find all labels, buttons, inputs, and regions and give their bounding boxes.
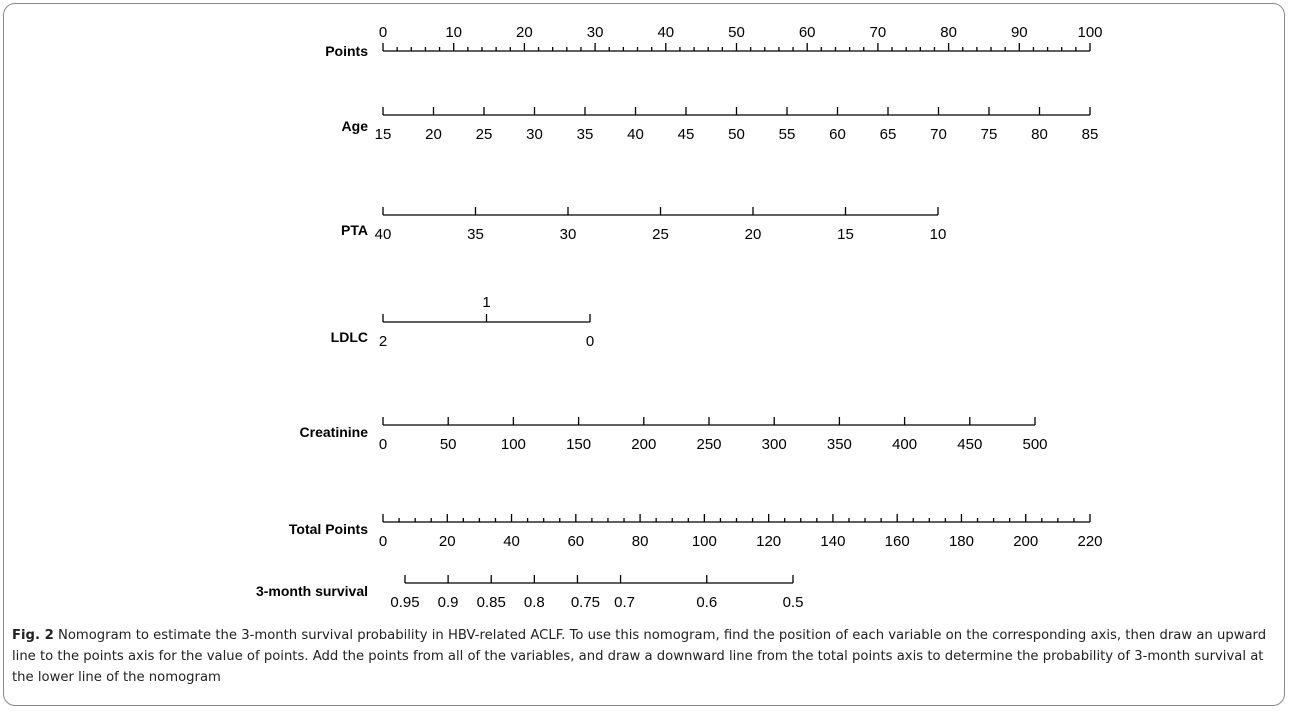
tick-label-creatinine-250: 250 [696, 436, 721, 453]
tick-label-total-points-100: 100 [692, 533, 717, 550]
tick-label-creatinine-150: 150 [566, 436, 591, 453]
tick-label-total-points-0: 0 [379, 533, 387, 550]
tick-label-pta-20: 20 [745, 226, 762, 243]
axis-pta: PTA 40 35 30 25 20 15 10 [341, 207, 946, 243]
tick-label-pta-40: 40 [375, 226, 392, 243]
axis-label-pta: PTA [341, 222, 368, 238]
tick-label-3-month-survival-0-7: 0.7 [614, 594, 635, 611]
tick-label-3-month-survival-0-6: 0.6 [696, 594, 717, 611]
tick-label-total-points-160: 160 [885, 533, 910, 550]
tick-label-age-25: 25 [476, 126, 493, 143]
tick-label-creatinine-50: 50 [440, 436, 457, 453]
axis-label-creatinine: Creatinine [300, 424, 369, 440]
tick-label-3-month-survival-0-95: 0.95 [390, 594, 419, 611]
tick-label-creatinine-300: 300 [762, 436, 787, 453]
tick-label-points-80: 80 [940, 24, 957, 41]
tick-label-creatinine-200: 200 [631, 436, 656, 453]
tick-label-pta-15: 15 [837, 226, 854, 243]
tick-label-points-10: 10 [445, 24, 462, 41]
tick-label-pta-10: 10 [930, 226, 947, 243]
tick-label-age-50: 50 [728, 126, 745, 143]
tick-label-ldlc-2: 2 [379, 333, 387, 350]
tick-label-age-40: 40 [627, 126, 644, 143]
axis-ldlc: LDLC 2 1 0 [331, 294, 595, 350]
tick-label-ldlc-0: 0 [586, 333, 594, 350]
tick-label-3-month-survival-0-9: 0.9 [438, 594, 459, 611]
axis-3-month-survival: 3-month survival 0.95 0.9 0.85 0.8 0.75 0.7 0.6… [256, 575, 803, 611]
tick-label-creatinine-400: 400 [892, 436, 917, 453]
tick-label-points-40: 40 [657, 24, 674, 41]
axis-points: Points 0 10 20 30 40 50 60 70 80 90 100 [325, 24, 1102, 59]
tick-label-ldlc-1: 1 [482, 294, 490, 311]
axis-label-age: Age [342, 118, 369, 134]
tick-label-points-90: 90 [1011, 24, 1028, 41]
tick-label-creatinine-350: 350 [827, 436, 852, 453]
tick-label-age-15: 15 [375, 126, 392, 143]
tick-label-total-points-120: 120 [756, 533, 781, 550]
tick-label-creatinine-500: 500 [1022, 436, 1047, 453]
tick-label-creatinine-0: 0 [379, 436, 387, 453]
tick-label-age-45: 45 [678, 126, 695, 143]
tick-label-creatinine-450: 450 [957, 436, 982, 453]
figure-frame [3, 3, 1285, 706]
tick-label-age-75: 75 [981, 126, 998, 143]
caption-text: Nomogram to estimate the 3-month surviva… [12, 628, 1267, 685]
tick-label-age-55: 55 [779, 126, 796, 143]
tick-label-age-65: 65 [880, 126, 897, 143]
tick-label-total-points-140: 140 [820, 533, 845, 550]
tick-label-points-100: 100 [1077, 24, 1102, 41]
tick-label-total-points-180: 180 [949, 533, 974, 550]
tick-label-total-points-80: 80 [632, 533, 649, 550]
axis-label-points: Points [325, 43, 368, 59]
tick-label-total-points-60: 60 [567, 533, 584, 550]
tick-label-points-20: 20 [516, 24, 533, 41]
tick-label-points-30: 30 [587, 24, 604, 41]
tick-label-age-70: 70 [930, 126, 947, 143]
tick-label-points-60: 60 [799, 24, 816, 41]
tick-label-3-month-survival-0-8: 0.8 [524, 594, 545, 611]
tick-label-age-20: 20 [425, 126, 442, 143]
tick-label-age-30: 30 [526, 126, 543, 143]
axis-age: Age 15 20 25 30 35 40 45 50 55 60 65 70 75 80 85 [342, 107, 1099, 143]
tick-label-pta-35: 35 [467, 226, 484, 243]
tick-label-total-points-200: 200 [1013, 533, 1038, 550]
axis-creatinine: Creatinine 0 50 100 150 200 250 300 350 400 450 500 [300, 417, 1048, 453]
tick-label-creatinine-100: 100 [501, 436, 526, 453]
tick-label-age-80: 80 [1031, 126, 1048, 143]
tick-label-3-month-survival-0-85: 0.85 [477, 594, 506, 611]
tick-label-3-month-survival-0-75: 0.75 [571, 594, 600, 611]
tick-label-age-35: 35 [577, 126, 594, 143]
tick-label-points-50: 50 [728, 24, 745, 41]
figure-number: Fig. 2 [12, 628, 54, 643]
tick-label-points-0: 0 [379, 24, 387, 41]
tick-label-total-points-220: 220 [1077, 533, 1102, 550]
axis-label-total-points: Total Points [289, 521, 368, 537]
tick-label-pta-30: 30 [560, 226, 577, 243]
axis-label-3-month-survival: 3-month survival [256, 583, 368, 599]
tick-label-pta-25: 25 [652, 226, 669, 243]
tick-label-age-60: 60 [829, 126, 846, 143]
tick-label-total-points-40: 40 [503, 533, 520, 550]
tick-label-total-points-20: 20 [439, 533, 456, 550]
figure-caption: Fig. 2 Nomogram to estimate the 3-month … [12, 625, 1277, 688]
axis-total-points: Total Points 0 20 40 60 80 100 120 140 160 180 200 2… [289, 514, 1103, 550]
axis-label-ldlc: LDLC [331, 329, 368, 345]
tick-label-3-month-survival-0-5: 0.5 [783, 594, 804, 611]
tick-label-points-70: 70 [870, 24, 887, 41]
tick-label-age-85: 85 [1082, 126, 1099, 143]
